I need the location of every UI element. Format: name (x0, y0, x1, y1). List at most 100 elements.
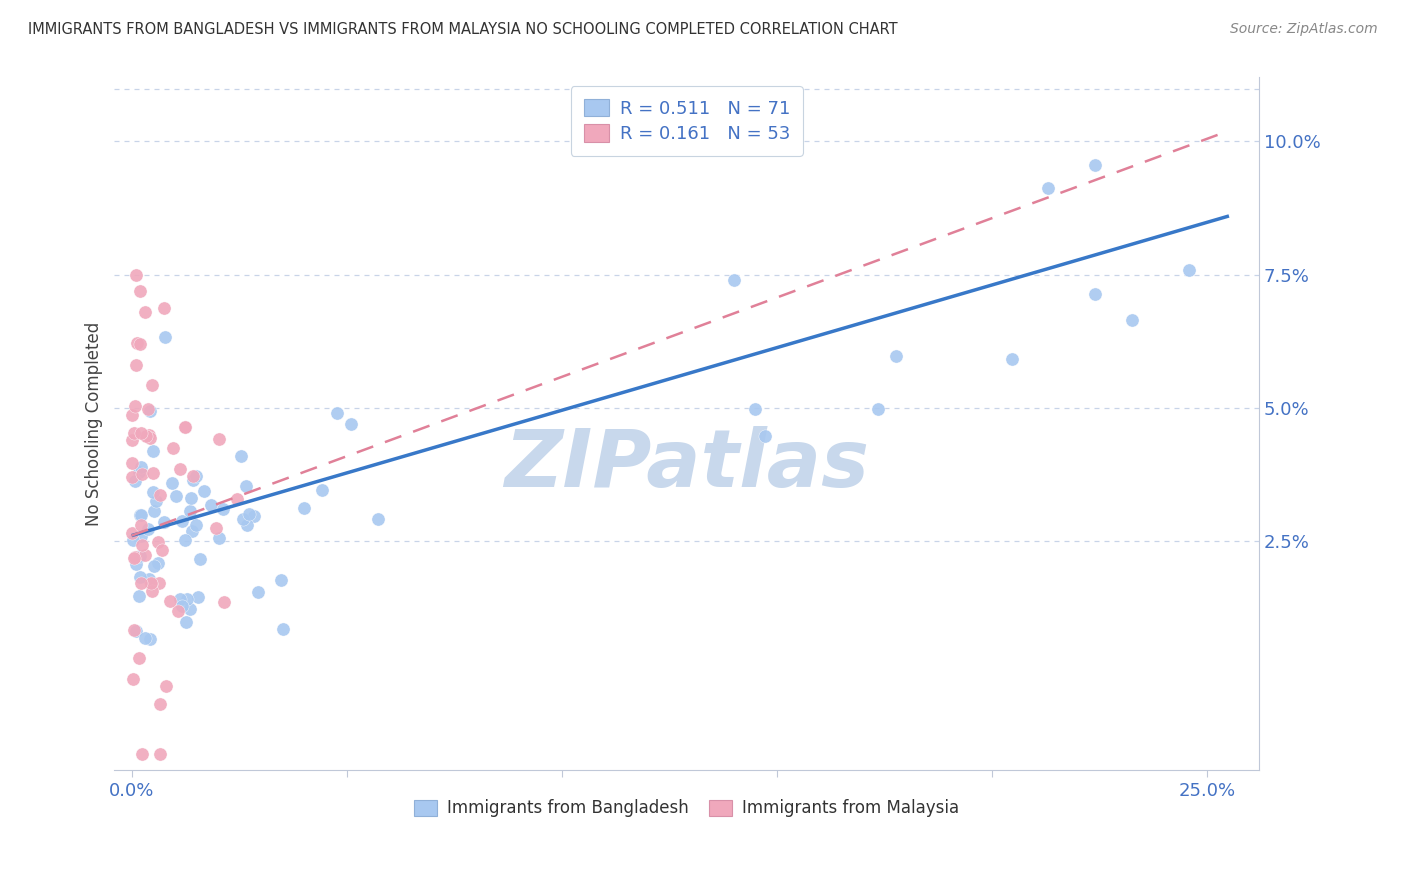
Point (125, 268, 148, 282)
Point (723, 273, 745, 287)
Point (1084, 286, 1107, 301)
Point (174, 419, 197, 434)
Point (121, 456, 143, 470)
Point (153, 329, 176, 343)
Point (1084, 158, 1107, 172)
Point (173, 419, 195, 434)
Point (176, 591, 198, 606)
Point (162, 442, 184, 456)
Point (170, 514, 193, 528)
Point (169, 461, 191, 475)
Point (754, 428, 776, 442)
Point (184, 469, 207, 483)
Point (205, 521, 228, 535)
Text: Source: ZipAtlas.com: Source: ZipAtlas.com (1230, 22, 1378, 37)
Point (149, 488, 172, 502)
Point (153, 301, 176, 315)
Point (142, 484, 165, 499)
Y-axis label: No Schooling Completed: No Schooling Completed (86, 322, 103, 526)
Point (149, 698, 172, 712)
Point (138, 522, 160, 536)
Point (128, 651, 150, 665)
Point (134, 631, 156, 645)
Point (138, 632, 160, 646)
Point (125, 336, 148, 351)
Point (131, 467, 153, 482)
Point (146, 535, 169, 549)
Point (235, 518, 257, 533)
Point (179, 602, 201, 616)
Point (229, 450, 252, 464)
Point (162, 476, 184, 491)
Point (129, 508, 152, 522)
Point (129, 460, 152, 475)
Point (139, 577, 162, 591)
Point (243, 508, 266, 523)
Point (247, 585, 270, 599)
Point (141, 378, 163, 392)
Point (131, 426, 153, 441)
Point (129, 508, 152, 522)
Point (138, 428, 160, 442)
Point (131, 518, 153, 533)
Point (150, 542, 173, 557)
Point (141, 584, 163, 599)
Point (138, 572, 160, 586)
Point (149, 747, 172, 761)
Point (131, 538, 153, 552)
Point (142, 559, 165, 574)
Point (169, 592, 191, 607)
Point (159, 593, 181, 607)
Point (181, 524, 204, 538)
Point (180, 491, 202, 505)
Point (128, 466, 150, 480)
Point (166, 604, 188, 618)
Point (866, 402, 889, 417)
Point (124, 549, 146, 564)
Point (124, 425, 146, 440)
Point (271, 622, 294, 636)
Point (212, 595, 235, 609)
Point (884, 349, 907, 363)
Point (311, 483, 333, 498)
Point (136, 401, 159, 416)
Point (1178, 263, 1201, 277)
Point (208, 531, 231, 545)
Point (122, 623, 145, 637)
Point (129, 570, 152, 584)
Point (226, 492, 249, 507)
Point (122, 672, 145, 686)
Point (235, 479, 257, 493)
Point (188, 552, 211, 566)
Point (129, 576, 152, 591)
Point (181, 469, 204, 483)
Point (292, 501, 315, 516)
Point (121, 470, 143, 484)
Text: ZIPatlas: ZIPatlas (505, 426, 869, 504)
Point (142, 504, 165, 518)
Point (139, 404, 162, 418)
Point (125, 557, 148, 571)
Point (134, 305, 156, 319)
Point (1121, 313, 1143, 327)
Point (165, 489, 187, 503)
Point (155, 679, 177, 693)
Point (211, 502, 233, 516)
Point (124, 475, 146, 489)
Point (124, 399, 146, 413)
Point (1001, 352, 1024, 367)
Point (367, 512, 389, 526)
Point (339, 417, 361, 431)
Point (121, 433, 143, 447)
Point (121, 526, 143, 541)
Point (193, 484, 215, 499)
Point (134, 549, 156, 563)
Point (121, 408, 143, 422)
Point (129, 549, 152, 563)
Point (148, 576, 170, 591)
Point (128, 589, 150, 603)
Point (270, 573, 292, 587)
Point (232, 512, 254, 526)
Point (142, 444, 165, 458)
Text: IMMIGRANTS FROM BANGLADESH VS IMMIGRANTS FROM MALAYSIA NO SCHOOLING COMPLETED CO: IMMIGRANTS FROM BANGLADESH VS IMMIGRANTS… (28, 22, 898, 37)
